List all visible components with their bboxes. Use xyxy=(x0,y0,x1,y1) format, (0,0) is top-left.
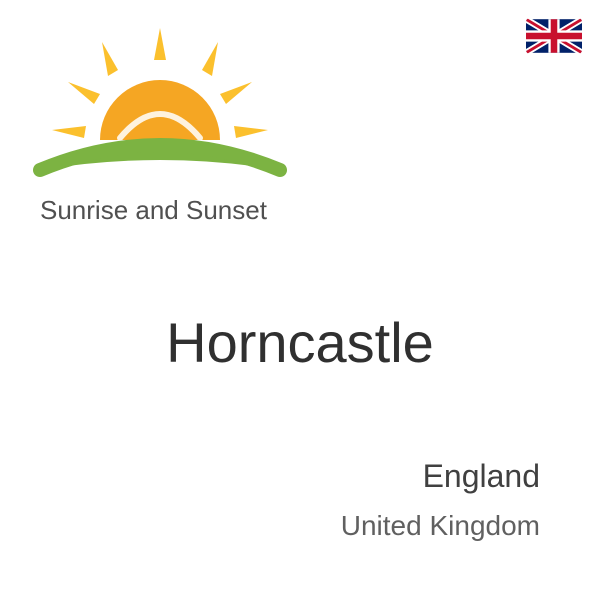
tagline-text: Sunrise and Sunset xyxy=(40,195,267,226)
uk-flag-icon xyxy=(526,18,582,54)
country-name: United Kingdom xyxy=(341,510,540,542)
sunrise-logo xyxy=(30,20,290,200)
region-name: England xyxy=(423,458,540,495)
city-name: Horncastle xyxy=(0,310,600,375)
sunrise-icon xyxy=(30,20,290,200)
